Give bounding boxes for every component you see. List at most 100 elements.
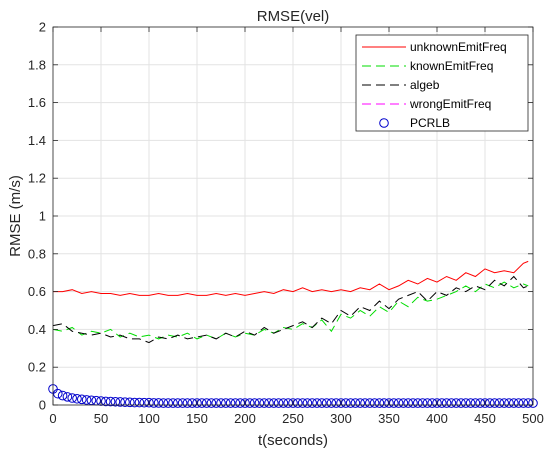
data-point-pcrlb <box>509 398 519 408</box>
data-point-pcrlb <box>326 398 337 408</box>
data-point-pcrlb <box>341 398 351 408</box>
data-point-pcrlb <box>235 398 245 408</box>
x-tick-label: 50 <box>94 411 108 426</box>
series-pcrlb <box>48 384 538 408</box>
data-point-pcrlb <box>302 398 313 408</box>
data-point-pcrlb <box>369 398 380 408</box>
data-point-pcrlb <box>389 398 399 408</box>
y-tick-label: 0.6 <box>28 284 46 299</box>
data-point-pcrlb <box>456 398 466 408</box>
data-point-pcrlb <box>211 398 221 408</box>
data-point-pcrlb <box>259 398 270 408</box>
y-tick-label: 0.4 <box>28 322 46 337</box>
data-point-pcrlb <box>249 398 260 408</box>
data-point-pcrlb <box>451 398 462 408</box>
series-layer <box>48 260 538 408</box>
data-point-pcrlb <box>197 398 207 408</box>
legend-box <box>355 34 529 132</box>
legend-item-pcrlb: PCRLB <box>379 116 450 130</box>
data-point-pcrlb <box>115 397 125 407</box>
legend-item-wrongemitfreq: wrongEmitFreq <box>362 97 491 111</box>
y-tick-label: 1.2 <box>28 171 46 186</box>
data-point-pcrlb <box>177 398 188 408</box>
data-point-pcrlb <box>427 398 438 408</box>
data-point-pcrlb <box>345 398 356 408</box>
data-point-pcrlb <box>144 397 154 408</box>
series-line-algeb <box>52 275 529 344</box>
data-point-pcrlb <box>485 398 495 408</box>
x-tick-label: 500 <box>522 411 544 426</box>
data-point-pcrlb <box>422 398 433 408</box>
data-point-pcrlb <box>523 398 534 408</box>
legend-label: PCRLB <box>410 116 450 130</box>
data-point-pcrlb <box>336 398 346 408</box>
data-point-pcrlb <box>393 398 404 408</box>
data-point-pcrlb <box>489 398 500 408</box>
series-line-unknownemitfreq <box>53 260 529 296</box>
data-point-pcrlb <box>273 398 284 408</box>
data-point-pcrlb <box>499 398 510 408</box>
data-point-pcrlb <box>139 397 149 408</box>
y-axis-title: RMSE (m/s) <box>7 175 24 257</box>
x-tick-label: 150 <box>186 411 208 426</box>
x-tick-label: 450 <box>474 411 496 426</box>
legend: unknownEmitFreq knownEmitFreq algeb wrongEm… <box>355 34 529 132</box>
data-point-pcrlb <box>360 398 370 408</box>
x-tick-label: 350 <box>378 411 400 426</box>
data-point-pcrlb <box>221 398 231 408</box>
data-point-pcrlb <box>225 398 236 408</box>
legend-marker <box>379 118 389 128</box>
legend-label: knownEmitFreq <box>410 59 493 73</box>
data-point-pcrlb <box>168 398 178 408</box>
data-point-pcrlb <box>518 398 529 408</box>
tick-layer: 0 50 100 150 200 250 300 350 400 450 500 0 0.2 0.4 0.6… <box>28 20 544 427</box>
data-point-pcrlb <box>307 398 318 408</box>
data-point-pcrlb <box>81 395 92 405</box>
data-point-pcrlb <box>105 396 116 407</box>
data-point-pcrlb <box>57 390 68 401</box>
data-point-pcrlb <box>288 398 298 408</box>
data-point-pcrlb <box>216 398 226 408</box>
data-point-pcrlb <box>331 398 342 408</box>
data-point-pcrlb <box>120 397 130 407</box>
legend-items: unknownEmitFreq knownEmitFreq algeb wrongEm… <box>362 40 507 130</box>
x-tick-label: 0 <box>49 411 56 426</box>
data-point-pcrlb <box>125 397 135 408</box>
legend-item-algeb: algeb <box>362 78 440 92</box>
data-point-pcrlb <box>187 398 197 408</box>
data-point-pcrlb <box>475 398 486 408</box>
data-point-pcrlb <box>461 398 471 408</box>
y-tick-label: 1 <box>39 209 46 224</box>
legend-label: wrongEmitFreq <box>409 97 491 111</box>
data-point-pcrlb <box>129 397 140 408</box>
data-point-pcrlb <box>101 396 111 407</box>
data-point-pcrlb <box>441 398 452 408</box>
series-line-knownemitfreq <box>52 281 529 340</box>
data-point-pcrlb <box>86 395 97 406</box>
data-point-pcrlb <box>206 398 217 408</box>
data-point-pcrlb <box>173 398 183 408</box>
data-point-pcrlb <box>480 398 490 408</box>
data-point-pcrlb <box>446 398 457 408</box>
y-tick-label: 0.8 <box>28 246 46 261</box>
data-point-pcrlb <box>470 398 481 408</box>
data-point-pcrlb <box>245 398 255 408</box>
data-point-pcrlb <box>374 398 385 408</box>
y-tick-label: 2 <box>39 20 46 35</box>
data-point-pcrlb <box>312 398 322 408</box>
data-point-pcrlb <box>53 388 63 399</box>
data-point-pcrlb <box>504 398 514 408</box>
data-point-pcrlb <box>465 398 476 408</box>
data-point-pcrlb <box>321 398 332 408</box>
data-point-pcrlb <box>408 398 418 408</box>
data-point-pcrlb <box>240 398 250 408</box>
data-point-pcrlb <box>182 398 193 408</box>
y-tick-label: 1.4 <box>28 133 46 148</box>
data-point-pcrlb <box>134 397 145 408</box>
data-point-pcrlb <box>72 393 82 404</box>
data-point-pcrlb <box>67 393 77 403</box>
data-point-pcrlb <box>403 398 414 408</box>
data-point-pcrlb <box>163 398 173 408</box>
